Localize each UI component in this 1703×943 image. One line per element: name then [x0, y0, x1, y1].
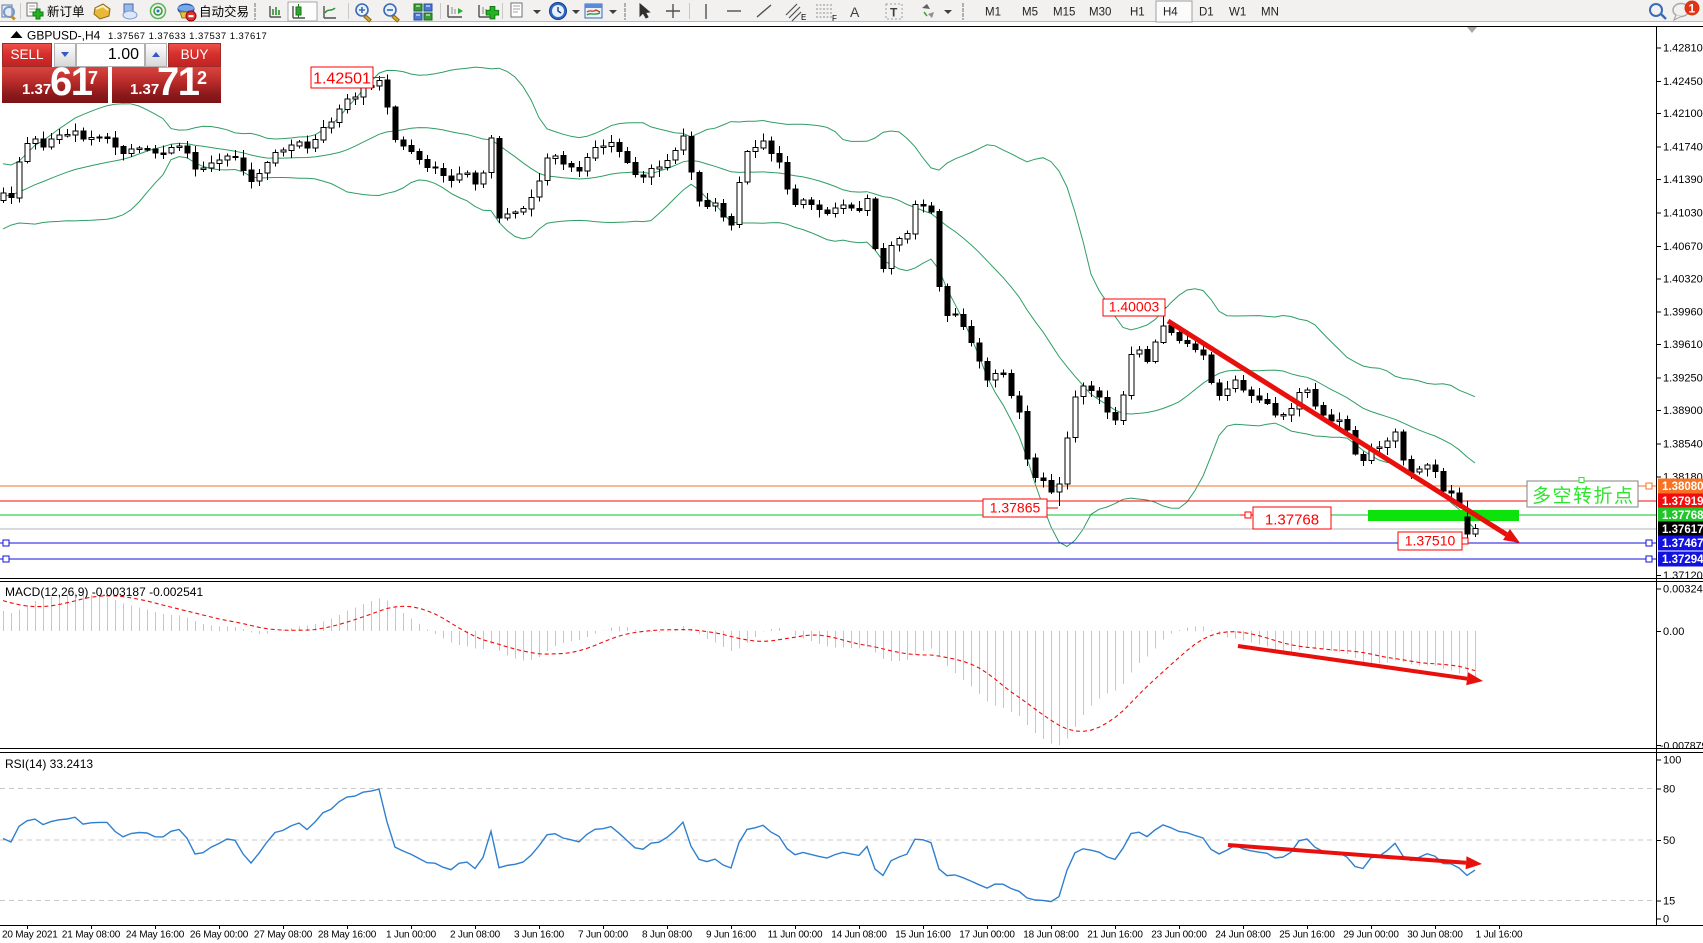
- svg-text:H4: H4: [1163, 7, 1178, 19]
- svg-text:27 May 08:00: 27 May 08:00: [254, 930, 313, 941]
- svg-text:29 Jun 00:00: 29 Jun 00:00: [1343, 930, 1399, 941]
- svg-text:1.37510: 1.37510: [1405, 533, 1456, 549]
- svg-text:3 Jun 16:00: 3 Jun 16:00: [514, 930, 565, 941]
- svg-text:1.37294: 1.37294: [1662, 554, 1703, 566]
- svg-text:A: A: [850, 4, 860, 20]
- svg-text:1 Jun 00:00: 1 Jun 00:00: [386, 930, 437, 941]
- svg-text:50: 50: [1663, 835, 1675, 847]
- svg-text:15: 15: [1663, 895, 1675, 907]
- svg-text:M5: M5: [1022, 7, 1038, 19]
- svg-text:1.41390: 1.41390: [1663, 174, 1703, 186]
- svg-text:1.38080: 1.38080: [1662, 481, 1703, 493]
- svg-text:M30: M30: [1089, 7, 1111, 19]
- svg-text:1.42501: 1.42501: [313, 71, 371, 88]
- svg-text:80: 80: [1663, 784, 1675, 796]
- svg-text:E: E: [801, 13, 806, 22]
- svg-text:M1: M1: [985, 7, 1001, 19]
- svg-text:11 Jun 00:00: 11 Jun 00:00: [768, 930, 823, 941]
- svg-text:1.41030: 1.41030: [1663, 207, 1703, 219]
- svg-text:24 Jun 08:00: 24 Jun 08:00: [1215, 930, 1271, 941]
- svg-text:1.37120: 1.37120: [1663, 570, 1703, 582]
- svg-text:20 May 2021: 20 May 2021: [2, 930, 58, 941]
- svg-text:新订单: 新订单: [47, 4, 85, 19]
- svg-text:1.37768: 1.37768: [1265, 512, 1319, 529]
- svg-text:1.37467: 1.37467: [1662, 538, 1703, 550]
- svg-text:M15: M15: [1053, 7, 1075, 19]
- svg-text:25 Jun 16:00: 25 Jun 16:00: [1279, 930, 1335, 941]
- svg-text:21 May 08:00: 21 May 08:00: [62, 930, 121, 941]
- svg-text:-0.007879: -0.007879: [1660, 740, 1703, 752]
- svg-text:26 May 00:00: 26 May 00:00: [190, 930, 249, 941]
- svg-text:0.00324: 0.00324: [1663, 584, 1703, 596]
- svg-text:MACD(12,26,9) -0.003187 -0.002: MACD(12,26,9) -0.003187 -0.002541: [5, 585, 203, 599]
- svg-text:1.37617: 1.37617: [1662, 524, 1703, 536]
- svg-text:8 Jun 08:00: 8 Jun 08:00: [642, 930, 693, 941]
- svg-text:1.40670: 1.40670: [1663, 241, 1703, 253]
- svg-text:23 Jun 00:00: 23 Jun 00:00: [1151, 930, 1207, 941]
- svg-text:W1: W1: [1229, 7, 1246, 19]
- svg-text:自动交易: 自动交易: [199, 4, 249, 19]
- svg-text:MN: MN: [1261, 7, 1279, 19]
- svg-text:1.37919: 1.37919: [1662, 496, 1703, 508]
- svg-text:100: 100: [1663, 755, 1681, 767]
- svg-text:T: T: [890, 6, 898, 20]
- svg-text:30 Jun 08:00: 30 Jun 08:00: [1407, 930, 1463, 941]
- svg-text:24 May 16:00: 24 May 16:00: [126, 930, 185, 941]
- svg-text:1.40003: 1.40003: [1109, 299, 1160, 315]
- svg-text:RSI(14) 33.2413: RSI(14) 33.2413: [5, 757, 93, 771]
- svg-text:7 Jun 00:00: 7 Jun 00:00: [578, 930, 629, 941]
- svg-text:21 Jun 16:00: 21 Jun 16:00: [1087, 930, 1143, 941]
- svg-text:18 Jun 08:00: 18 Jun 08:00: [1023, 930, 1079, 941]
- svg-text:15 Jun 16:00: 15 Jun 16:00: [895, 930, 951, 941]
- svg-text:9 Jun 16:00: 9 Jun 16:00: [706, 930, 757, 941]
- svg-text:1: 1: [1689, 2, 1696, 16]
- svg-text:17 Jun 00:00: 17 Jun 00:00: [959, 930, 1015, 941]
- svg-text:0: 0: [1663, 914, 1669, 926]
- svg-text:GBPUSD-,H4: GBPUSD-,H4: [27, 29, 101, 43]
- svg-text:28 May 16:00: 28 May 16:00: [318, 930, 377, 941]
- svg-text:1.38540: 1.38540: [1663, 438, 1703, 450]
- svg-text:1.42810: 1.42810: [1663, 42, 1703, 54]
- svg-text:1.42450: 1.42450: [1663, 76, 1703, 88]
- svg-text:1.42100: 1.42100: [1663, 108, 1703, 120]
- svg-text:1.40320: 1.40320: [1663, 273, 1703, 285]
- svg-text:1.39960: 1.39960: [1663, 307, 1703, 319]
- svg-text:2 Jun 08:00: 2 Jun 08:00: [450, 930, 501, 941]
- svg-text:1.37567 1.37633 1.37537 1.3761: 1.37567 1.37633 1.37537 1.37617: [108, 31, 267, 42]
- svg-text:0.00: 0.00: [1663, 626, 1684, 638]
- svg-text:1.39250: 1.39250: [1663, 373, 1703, 385]
- svg-text:F: F: [832, 14, 837, 23]
- svg-text:1.39610: 1.39610: [1663, 339, 1703, 351]
- svg-text:1.38900: 1.38900: [1663, 405, 1703, 417]
- svg-text:1.37865: 1.37865: [990, 500, 1041, 516]
- svg-text:H1: H1: [1130, 7, 1145, 19]
- svg-text:1.41740: 1.41740: [1663, 142, 1703, 154]
- svg-text:D1: D1: [1199, 7, 1214, 19]
- svg-text:1.37768: 1.37768: [1662, 510, 1703, 522]
- svg-text:多空转折点: 多空转折点: [1532, 485, 1633, 507]
- svg-text:14 Jun 08:00: 14 Jun 08:00: [831, 930, 887, 941]
- svg-text:1 Jul 16:00: 1 Jul 16:00: [1476, 930, 1523, 941]
